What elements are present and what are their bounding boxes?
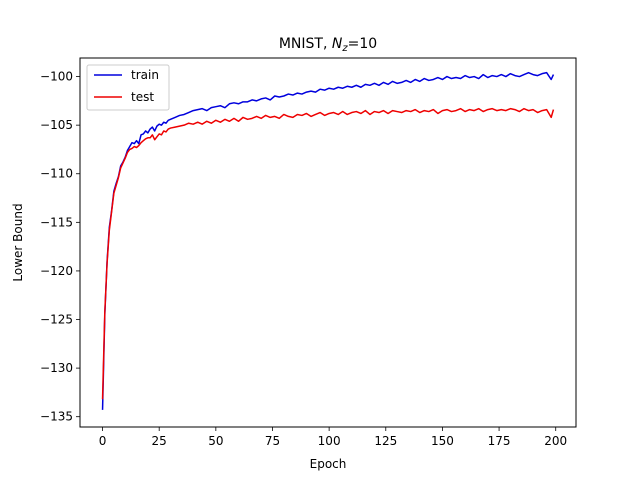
legend-box (86, 64, 170, 111)
x-axis-label: Epoch (310, 457, 347, 471)
y-tick-label: −115 (40, 215, 73, 229)
y-tick-label: −100 (40, 70, 73, 84)
y-axis-ticks: −135 −130 −125 −120 −115 −110 −105 −100 (40, 70, 80, 424)
x-tick-label: 150 (431, 434, 454, 448)
y-tick-label: −135 (40, 410, 73, 424)
y-tick-label: −120 (40, 264, 73, 278)
series-line-test (101, 107, 555, 400)
legend-label-test: test (131, 90, 154, 104)
x-tick-label: 25 (152, 434, 167, 448)
y-tick-label: −125 (40, 313, 73, 327)
y-tick-label: −105 (40, 118, 73, 132)
legend: train test (86, 64, 170, 111)
x-tick-label: 0 (99, 434, 107, 448)
legend-label-train: train (131, 68, 159, 82)
x-axis-ticks: 0 25 50 75 100 125 150 175 200 (99, 427, 567, 448)
x-tick-label: 125 (374, 434, 397, 448)
x-tick-label: 100 (318, 434, 341, 448)
x-tick-label: 75 (265, 434, 280, 448)
y-axis-label: Lower Bound (11, 203, 25, 281)
series-layer (101, 71, 555, 410)
plot-frame (79, 57, 577, 428)
x-tick-label: 50 (208, 434, 223, 448)
chart-title: MNIST, Nz=10 (279, 36, 377, 54)
y-tick-label: −110 (40, 167, 73, 181)
x-tick-label: 175 (488, 434, 511, 448)
x-tick-label: 200 (544, 434, 567, 448)
y-tick-label: −130 (40, 361, 73, 375)
series-line-train (101, 71, 555, 410)
